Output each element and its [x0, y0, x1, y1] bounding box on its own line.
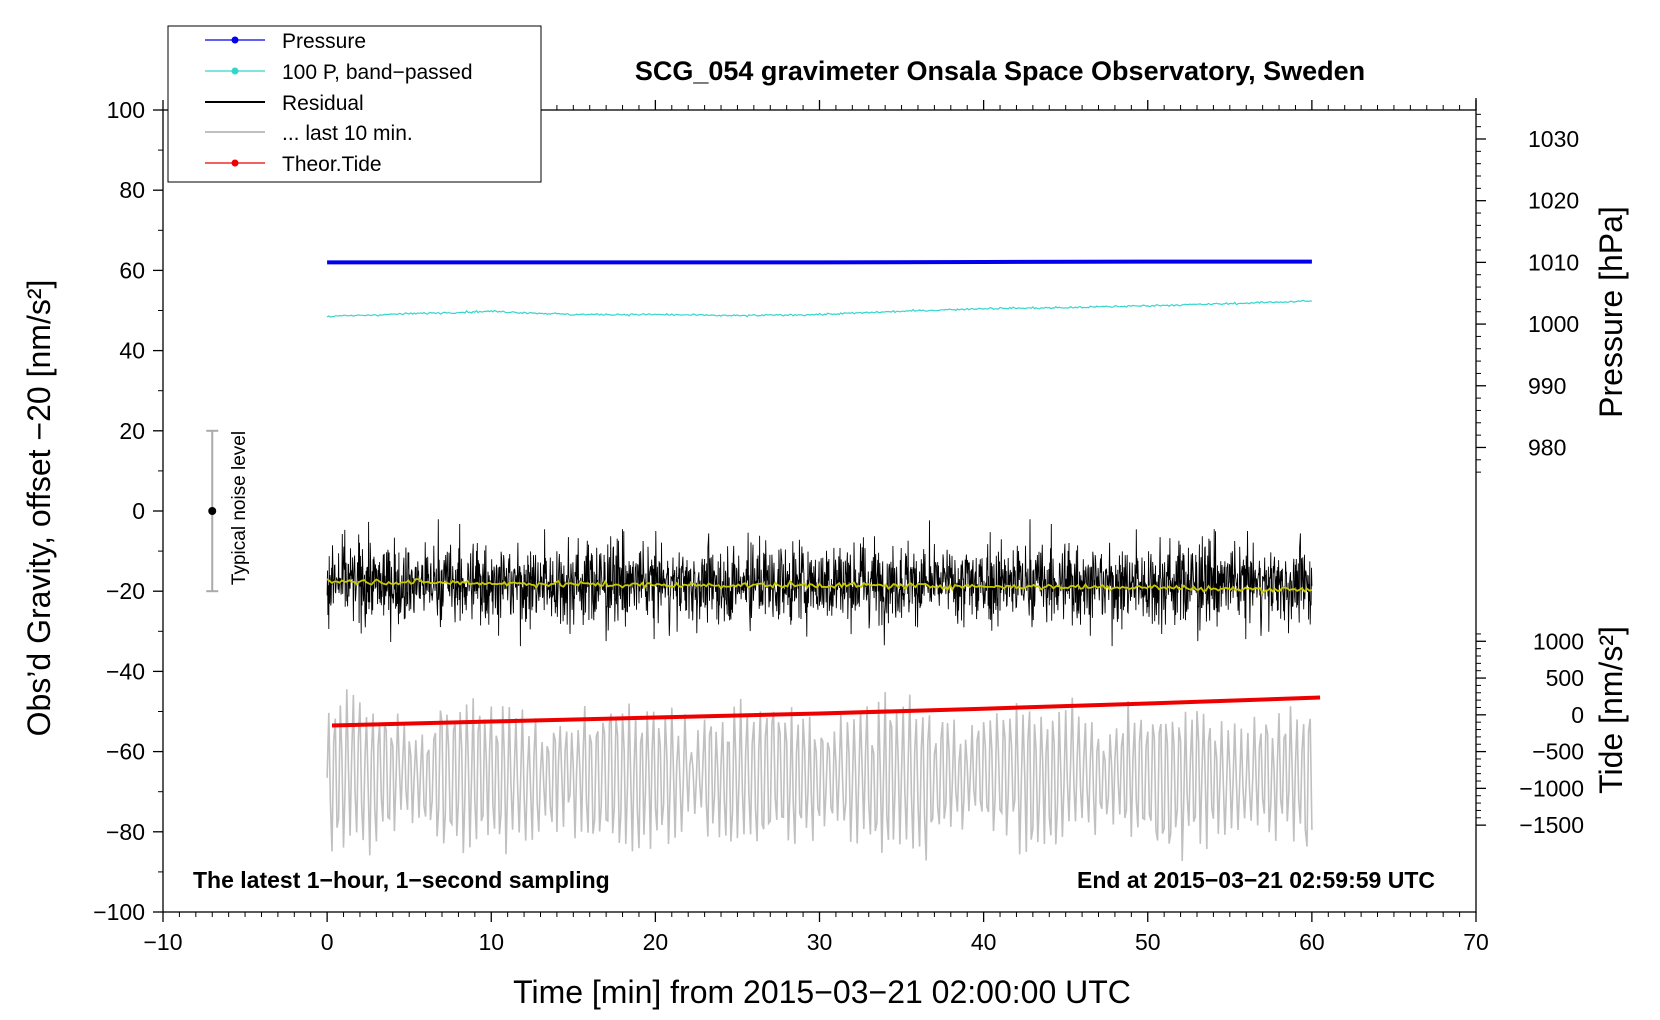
residual-smoothed-line	[326, 578, 1313, 595]
legend-marker-pressure	[231, 36, 239, 44]
x-tick-label: 0	[321, 929, 334, 955]
pressure-tick-label: 1030	[1528, 126, 1579, 152]
tide-tick-label: 1000	[1533, 628, 1584, 654]
pressure-axis-title: Pressure [hPa]	[1593, 206, 1629, 418]
band-passed-line	[326, 299, 1313, 318]
x-tick-label: 60	[1299, 929, 1325, 955]
y-tick-label: 40	[119, 338, 145, 364]
pressure-tick-label: 990	[1528, 373, 1566, 399]
noise-level-label: Typical noise level	[229, 431, 250, 585]
legend-label-pressure: Pressure	[282, 30, 366, 53]
legend-label-residual: Residual	[282, 92, 364, 115]
x-tick-label: 20	[643, 929, 669, 955]
annotation-sampling: The latest 1−hour, 1−second sampling	[193, 867, 610, 893]
y-tick-label: 80	[119, 177, 145, 203]
x-tick-label: 30	[807, 929, 833, 955]
tide-axis-title: Tide [nm/s²]	[1593, 626, 1629, 794]
x-tick-label: 40	[971, 929, 997, 955]
y-tick-label: −80	[106, 819, 145, 845]
pressure-tick-label: 1010	[1528, 249, 1579, 275]
annotation-end-time: End at 2015−03−21 02:59:59 UTC	[1077, 867, 1435, 893]
legend-entry-last-10-min: ... last 10 min.	[205, 122, 413, 145]
y-tick-label: 100	[107, 97, 145, 123]
x-tick-label: −10	[143, 929, 182, 955]
residual-series-group	[326, 519, 1313, 647]
y-tick-label: 20	[119, 418, 145, 444]
pressure-line	[327, 259, 1312, 265]
tide-tick-label: −1000	[1519, 775, 1584, 801]
legend-entry-pressure: Pressure	[205, 30, 366, 53]
legend: Pressure 100 P, band−passed Residual ...…	[167, 25, 542, 183]
last-10-min-series-group	[326, 689, 1313, 862]
legend-entry-residual: Residual	[205, 92, 364, 115]
x-tick-label: 50	[1135, 929, 1161, 955]
y-tick-label: −100	[93, 899, 145, 925]
noise-level-center-dot	[208, 507, 217, 515]
y-tick-label: 60	[119, 257, 145, 283]
residual-smoothed-group	[326, 578, 1313, 595]
legend-marker-band-passed	[231, 67, 239, 75]
pressure-tick-label: 1000	[1528, 311, 1579, 337]
legend-label-theor-tide: Theor.Tide	[282, 153, 382, 176]
noise-level-indicator: Typical noise level	[206, 429, 250, 593]
legend-entry-band-passed: 100 P, band−passed	[205, 61, 473, 84]
y-tick-label: −40	[106, 658, 145, 684]
legend-box	[167, 25, 542, 183]
legend-label-last-10-min: ... last 10 min.	[282, 122, 413, 145]
y-tick-label: −60	[106, 739, 145, 765]
x-tick-label: 70	[1463, 929, 1489, 955]
axes-group: −10 0 10 20 30 40 50 60 70−100−80−60−40−20020406…	[93, 97, 1584, 955]
theor-tide-line	[331, 695, 1321, 728]
line-series-group	[326, 259, 1321, 728]
tide-tick-label: 0	[1571, 702, 1584, 728]
y-tick-label: −20	[106, 578, 145, 604]
pressure-tick-label: 980	[1528, 434, 1566, 460]
tide-tick-label: 500	[1546, 665, 1584, 691]
residual-line	[326, 519, 1313, 647]
legend-marker-theor-tide	[231, 159, 239, 167]
tide-tick-label: −1500	[1519, 812, 1584, 838]
legend-label-band-passed: 100 P, band−passed	[282, 61, 473, 84]
x-tick-label: 10	[478, 929, 504, 955]
y-tick-label: 0	[132, 498, 145, 524]
chart-title: SCG_054 gravimeter Onsala Space Observat…	[635, 56, 1365, 86]
last-10-min-line	[326, 689, 1313, 862]
pressure-tick-label: 1020	[1528, 188, 1579, 214]
legend-entry-theor-tide: Theor.Tide	[205, 153, 382, 176]
x-axis-title: Time [min] from 2015−03−21 02:00:00 UTC	[513, 974, 1131, 1010]
y-axis-title: Obs’d Gravity, offset −20 [nm/s²]	[21, 280, 57, 737]
tide-tick-label: −500	[1532, 739, 1584, 765]
